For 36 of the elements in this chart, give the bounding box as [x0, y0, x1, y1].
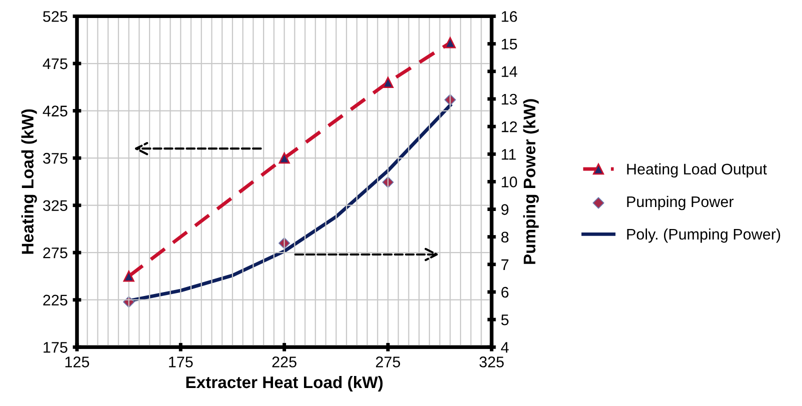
x-axis-title: Extracter Heat Load (kW) — [186, 376, 383, 392]
y2-tick-label: 13 — [502, 94, 517, 105]
y-tick-label: 525 — [43, 11, 68, 22]
point — [123, 270, 134, 282]
y2-tick-label: 7 — [501, 259, 508, 270]
x-tick-label: 125 — [65, 356, 90, 368]
y2-tick-label: 8 — [501, 232, 508, 243]
legend-label: Poly. (Pumping Power) — [627, 228, 780, 243]
y2-tick-label: 14 — [502, 66, 518, 77]
y2-tick-label: 9 — [501, 204, 508, 215]
y-axis-title: Heating Load (kW) — [21, 109, 37, 254]
y2-tick-label: 15 — [502, 38, 518, 50]
y-tick-label: 325 — [43, 200, 68, 212]
point — [278, 152, 290, 164]
y2-tick-label: 11 — [502, 149, 516, 160]
x-tick-label: 175 — [169, 356, 193, 368]
point — [444, 37, 456, 48]
y-tick-label: 425 — [42, 106, 68, 116]
y2-tick-label: 12 — [502, 121, 517, 132]
x-tick-label: 275 — [376, 356, 400, 368]
y2-tick-label: 4 — [501, 342, 509, 353]
y2-tick-label: 16 — [502, 11, 517, 22]
y-tick-label: 375 — [43, 152, 68, 164]
y-tick-label: 275 — [43, 247, 68, 258]
y2-tick-label: 6 — [501, 286, 508, 298]
y-tick-label: 475 — [42, 58, 68, 70]
legend-label: Pumping Power — [627, 196, 734, 210]
x-tick-label: 225 — [272, 356, 296, 368]
y2-axis-title: Pumping Power (kW) — [523, 99, 539, 264]
y2-tick-label: 5 — [501, 314, 509, 326]
y-tick-label: 175 — [44, 342, 68, 353]
x-tick-label: 325 — [479, 356, 504, 368]
point — [382, 76, 394, 88]
legend-label: Heating Load Output — [627, 163, 767, 178]
y2-tick-label: 10 — [502, 176, 518, 188]
y-tick-label: 225 — [43, 294, 68, 306]
